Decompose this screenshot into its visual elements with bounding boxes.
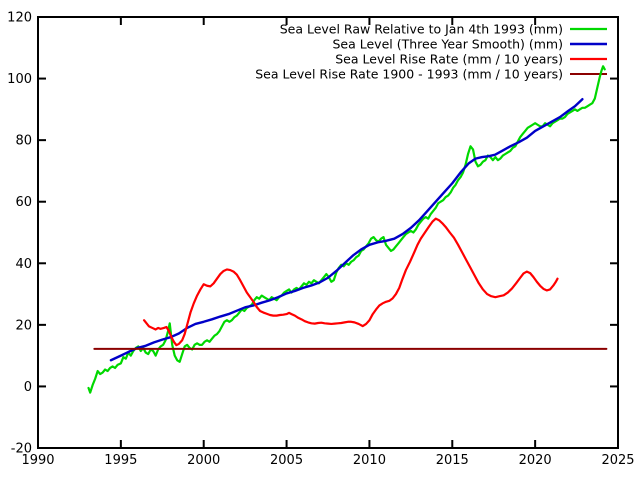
y-tick-label: 20 bbox=[15, 318, 32, 333]
x-tick-label: 2010 bbox=[353, 453, 386, 468]
y-tick-label: 100 bbox=[7, 72, 32, 87]
x-tick-label: 2020 bbox=[519, 453, 552, 468]
y-tick-label: 60 bbox=[15, 195, 32, 210]
legend: Sea Level Raw Relative to Jan 4th 1993 (… bbox=[255, 22, 607, 82]
y-tick-label: 120 bbox=[7, 11, 32, 26]
x-tick-label: 2015 bbox=[436, 453, 469, 468]
x-tick-label: 1990 bbox=[21, 453, 54, 468]
y-tick-label: 0 bbox=[24, 380, 32, 395]
legend-label: Sea Level (Three Year Smooth) (mm) bbox=[332, 37, 563, 52]
series-line-rise-rate bbox=[142, 217, 559, 347]
y-tick-label: 80 bbox=[15, 134, 32, 149]
x-tick-label: 1995 bbox=[104, 453, 137, 468]
y-tick-label: 40 bbox=[15, 257, 32, 272]
series-line-smooth bbox=[109, 97, 584, 362]
series-line-raw bbox=[87, 65, 606, 394]
x-tick-label: 2025 bbox=[601, 453, 634, 468]
x-tick-label: 2005 bbox=[270, 453, 303, 468]
x-tick-label: 2000 bbox=[187, 453, 220, 468]
legend-label: Sea Level Rise Rate (mm / 10 years) bbox=[335, 52, 563, 67]
legend-label: Sea Level Raw Relative to Jan 4th 1993 (… bbox=[280, 22, 563, 37]
plot-border bbox=[37, 16, 619, 449]
y-tick-label: -20 bbox=[11, 442, 32, 457]
legend-label: Sea Level Rise Rate 1900 - 1993 (mm / 10… bbox=[255, 67, 563, 82]
